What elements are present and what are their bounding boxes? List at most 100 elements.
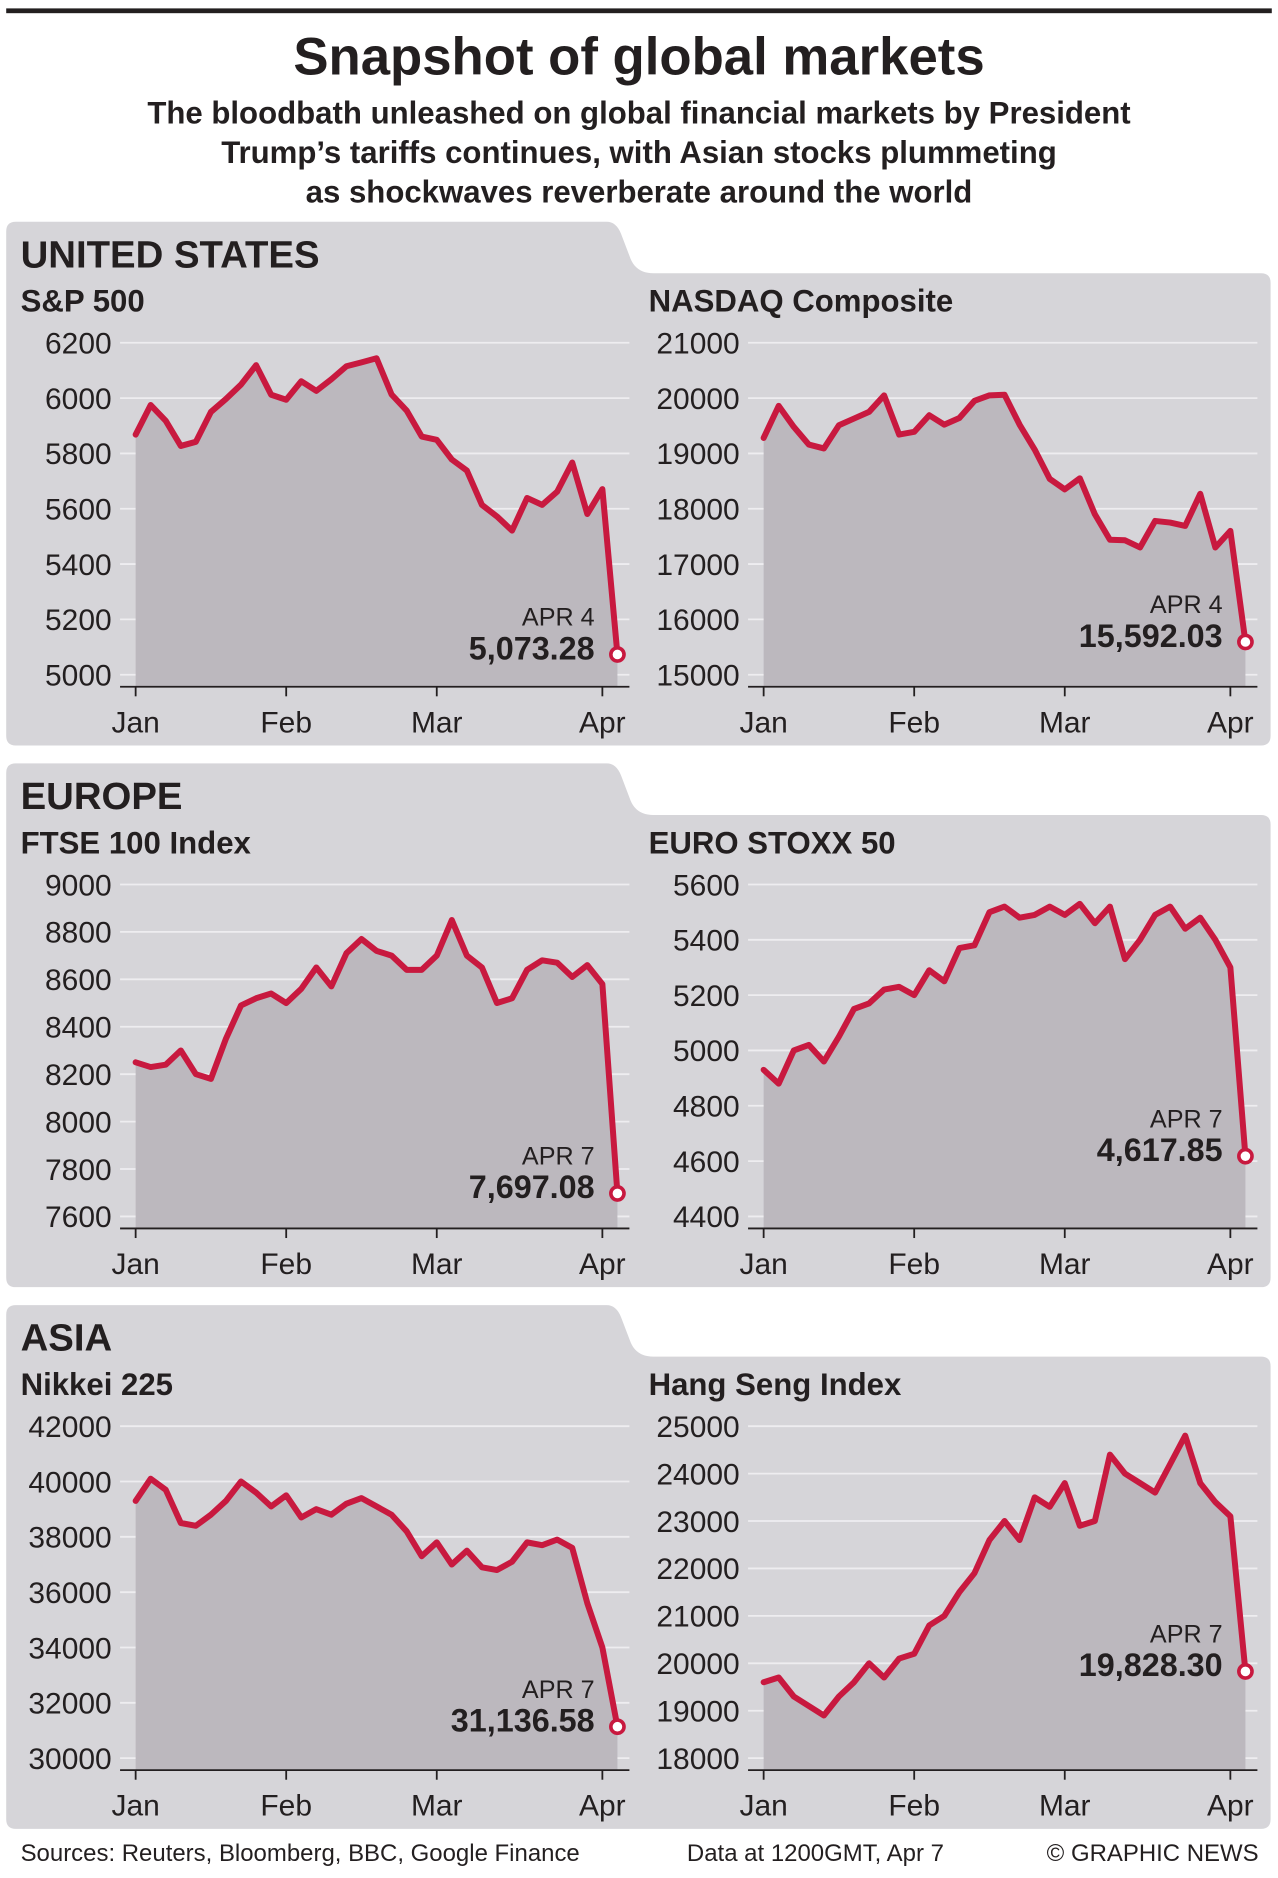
x-tick-label: Jan	[739, 1790, 787, 1823]
end-value-label: 19,828.30	[1079, 1647, 1223, 1683]
y-tick-label: 16000	[656, 604, 739, 637]
top-rule	[6, 8, 1272, 14]
area	[135, 358, 618, 687]
end-date-label: APR 7	[522, 1143, 595, 1171]
y-tick-label: 5600	[673, 869, 740, 902]
y-tick-label: 9000	[45, 869, 112, 902]
area	[763, 1435, 1246, 1771]
y-tick-label: 5000	[673, 1035, 740, 1068]
x-tick-label: Apr	[1207, 1248, 1254, 1281]
panels: UNITED STATES EUROPE ASIA S&P 500 5000 5200 54…	[6, 221, 1271, 1829]
area	[763, 394, 1246, 687]
y-tick-label: 32000	[28, 1688, 111, 1721]
chart-title: NASDAQ Composite	[649, 284, 954, 319]
subtitle-line: The bloodbath unleashed on global financ…	[147, 95, 1130, 130]
y-tick-label: 4600	[673, 1146, 740, 1179]
end-point	[609, 1185, 626, 1202]
y-tick-label: 4400	[673, 1201, 740, 1234]
x-tick-label: Apr	[579, 1790, 626, 1823]
y-tick-label: 5200	[673, 980, 740, 1013]
y-tick-label: 20000	[656, 1648, 739, 1681]
end-point	[609, 646, 626, 663]
y-tick-label: 7800	[45, 1154, 112, 1187]
end-value-label: 15,592.03	[1079, 618, 1223, 654]
y-tick-label: 15000	[656, 660, 739, 693]
y-tick-label: 5600	[45, 494, 112, 527]
x-tick-label: Jan	[111, 1790, 159, 1823]
data-note: Data at 1200GMT, Apr 7	[687, 1840, 944, 1867]
end-value-label: 4,617.85	[1097, 1132, 1223, 1168]
x-tick-label: Feb	[260, 1248, 312, 1281]
y-tick-label: 21000	[656, 328, 739, 361]
y-tick-label: 8600	[45, 964, 112, 997]
end-date-label: APR 4	[522, 604, 595, 632]
chart-title: Nikkei 225	[21, 1367, 173, 1402]
chart-title: FTSE 100 Index	[21, 825, 252, 860]
x-tick-label: Mar	[1039, 1248, 1091, 1281]
end-value-label: 31,136.58	[451, 1703, 595, 1739]
y-tick-label: 21000	[656, 1601, 739, 1634]
y-tick-label: 18000	[656, 1743, 739, 1776]
area	[135, 920, 618, 1229]
x-tick-label: Feb	[260, 1790, 312, 1823]
title: Snapshot of global markets	[293, 27, 984, 86]
end-date-label: APR 7	[522, 1676, 595, 1704]
x-tick-label: Jan	[739, 1248, 787, 1281]
line	[132, 1475, 621, 1730]
y-tick-label: 34000	[28, 1632, 111, 1665]
chart-title: EURO STOXX 50	[649, 825, 896, 860]
x-tick-label: Feb	[260, 706, 312, 739]
section-title: UNITED STATES	[21, 233, 320, 276]
y-tick-label: 5000	[45, 660, 112, 693]
y-tick-label: 7600	[45, 1201, 112, 1234]
section-title: EUROPE	[21, 775, 183, 818]
y-tick-label: 23000	[656, 1506, 739, 1539]
line	[760, 391, 1249, 645]
y-tick-label: 17000	[656, 549, 739, 582]
credit: © GRAPHIC NEWS	[1047, 1840, 1259, 1867]
x-tick-label: Mar	[411, 706, 463, 739]
area	[763, 903, 1246, 1229]
y-tick-label: 22000	[656, 1553, 739, 1586]
x-tick-label: Mar	[411, 1248, 463, 1281]
area	[135, 1478, 618, 1771]
sources: Sources: Reuters, Bloomberg, BBC, Google…	[21, 1840, 580, 1867]
y-tick-label: 5400	[673, 925, 740, 958]
y-tick-label: 4800	[673, 1091, 740, 1124]
x-tick-label: Mar	[1039, 706, 1091, 739]
end-point	[1237, 633, 1254, 651]
y-tick-label: 5800	[45, 438, 112, 471]
y-tick-label: 40000	[28, 1466, 111, 1499]
y-tick-label: 20000	[656, 383, 739, 416]
y-tick-label: 24000	[656, 1458, 739, 1491]
x-tick-label: Feb	[888, 706, 940, 739]
x-tick-label: Apr	[579, 1248, 626, 1281]
line	[132, 917, 621, 1197]
end-date-label: APR 4	[1150, 591, 1223, 619]
section-title: ASIA	[21, 1317, 113, 1360]
y-tick-label: 8400	[45, 1012, 112, 1045]
y-tick-label: 38000	[28, 1522, 111, 1555]
x-tick-label: Jan	[739, 706, 787, 739]
x-tick-label: Apr	[1207, 1790, 1254, 1823]
y-tick-label: 8000	[45, 1106, 112, 1139]
end-date-label: APR 7	[1150, 1105, 1223, 1133]
x-tick-label: Jan	[111, 706, 159, 739]
y-tick-label: 8200	[45, 1059, 112, 1092]
y-tick-label: 6200	[45, 328, 112, 361]
y-tick-label: 5200	[45, 604, 112, 637]
end-value-label: 7,697.08	[469, 1169, 595, 1205]
subtitle-line: as shockwaves reverberate around the wor…	[306, 175, 973, 210]
y-tick-label: 8800	[45, 917, 112, 950]
y-tick-label: 18000	[656, 494, 739, 527]
chart-title: Hang Seng Index	[649, 1367, 902, 1402]
chart-title: S&P 500	[21, 284, 145, 319]
y-tick-label: 36000	[28, 1577, 111, 1610]
end-value-label: 5,073.28	[469, 630, 595, 666]
x-tick-label: Jan	[111, 1248, 159, 1281]
subtitle-line: Trump’s tariffs continues, with Asian st…	[221, 135, 1057, 170]
x-tick-label: Feb	[888, 1790, 940, 1823]
y-tick-label: 19000	[656, 1696, 739, 1729]
end-point	[609, 1718, 626, 1736]
